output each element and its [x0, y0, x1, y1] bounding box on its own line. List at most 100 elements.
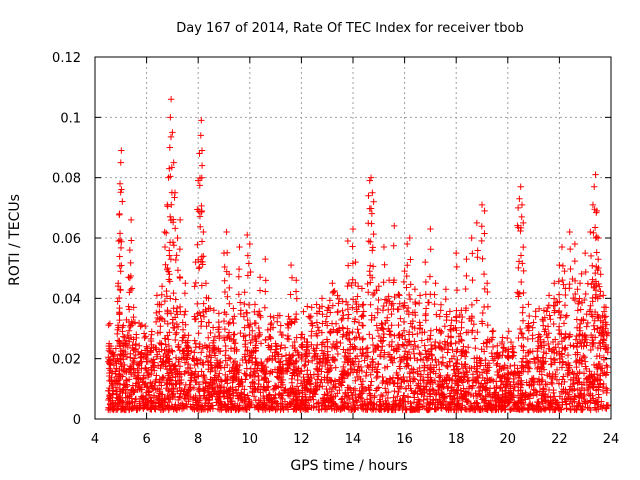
- data-point: [226, 300, 233, 308]
- noise-point: [500, 381, 507, 388]
- noise-point: [129, 360, 137, 368]
- noise-point: [375, 384, 382, 391]
- noise-point: [590, 361, 598, 369]
- noise-point: [163, 381, 171, 388]
- noise-point: [273, 383, 280, 390]
- data-point: [369, 341, 377, 349]
- noise-point: [159, 403, 166, 411]
- data-point: [519, 304, 527, 311]
- noise-point: [582, 398, 589, 405]
- y-tick-label: 0.02: [52, 353, 81, 368]
- noise-point: [546, 400, 553, 408]
- noise-point: [546, 370, 553, 378]
- data-point: [484, 321, 491, 329]
- noise-point: [229, 386, 236, 394]
- data-point: [535, 334, 542, 341]
- data-point: [360, 308, 367, 315]
- data-point: [557, 311, 565, 319]
- noise-point: [150, 393, 158, 401]
- data-point: [368, 210, 376, 217]
- noise-point: [123, 382, 131, 390]
- data-point: [591, 224, 599, 231]
- data-point: [293, 357, 300, 365]
- noise-point: [142, 322, 149, 330]
- noise-point: [348, 281, 355, 289]
- noise-point: [169, 348, 176, 355]
- data-point: [581, 354, 588, 361]
- data-point: [308, 304, 315, 311]
- data-point: [517, 183, 524, 190]
- noise-point: [220, 384, 228, 391]
- data-point: [534, 338, 542, 345]
- data-point: [550, 320, 557, 328]
- noise-point: [249, 379, 256, 386]
- noise-point: [423, 379, 431, 387]
- data-point: [589, 201, 597, 209]
- data-point: [166, 278, 174, 285]
- data-point: [359, 322, 367, 329]
- noise-point: [238, 396, 246, 404]
- noise-point: [562, 291, 569, 299]
- noise-point: [207, 329, 214, 337]
- noise-point: [120, 386, 127, 393]
- x-tick-label: 4: [91, 432, 99, 447]
- noise-point: [437, 404, 445, 412]
- noise-point: [349, 357, 356, 365]
- data-point: [576, 320, 584, 328]
- data-point: [595, 256, 602, 263]
- data-point: [116, 311, 123, 318]
- data-point: [469, 276, 476, 284]
- data-point: [572, 351, 579, 358]
- noise-point: [200, 386, 208, 394]
- noise-point: [397, 400, 404, 407]
- data-point: [182, 321, 189, 328]
- noise-point: [310, 404, 317, 412]
- data-point: [272, 355, 279, 363]
- noise-point: [595, 386, 602, 393]
- data-point: [127, 259, 134, 267]
- noise-point: [124, 403, 131, 411]
- noise-point: [534, 398, 541, 406]
- noise-point: [593, 376, 601, 383]
- noise-point: [580, 352, 587, 360]
- data-point: [223, 228, 230, 236]
- noise-point: [261, 373, 268, 381]
- noise-point: [408, 403, 415, 410]
- data-point: [556, 330, 564, 337]
- noise-point: [158, 382, 165, 389]
- noise-point: [573, 363, 580, 371]
- data-point: [244, 231, 251, 239]
- data-point: [517, 252, 525, 259]
- noise-point: [289, 385, 296, 392]
- noise-point: [400, 327, 408, 334]
- noise-point: [201, 387, 209, 395]
- noise-point: [144, 358, 152, 365]
- noise-point: [404, 356, 411, 364]
- noise-point: [563, 361, 570, 368]
- noise-point: [285, 389, 292, 396]
- data-point: [278, 341, 285, 349]
- data-point: [181, 355, 189, 362]
- data-point: [594, 234, 602, 242]
- noise-point: [467, 391, 475, 399]
- noise-point: [327, 395, 334, 402]
- noise-point: [206, 396, 213, 404]
- data-point: [411, 298, 419, 306]
- noise-point: [448, 387, 455, 394]
- data-point: [246, 240, 253, 248]
- noise-point: [132, 375, 140, 382]
- data-point: [176, 303, 184, 311]
- noise-point: [153, 309, 160, 317]
- noise-point: [419, 403, 426, 411]
- noise-point: [157, 355, 164, 362]
- noise-point: [241, 351, 249, 358]
- data-point: [352, 298, 360, 306]
- noise-point: [562, 313, 569, 321]
- data-point: [453, 263, 461, 271]
- noise-point: [439, 354, 447, 361]
- data-point: [446, 326, 454, 333]
- noise-point: [251, 373, 259, 381]
- noise-point: [345, 392, 352, 399]
- data-point: [576, 280, 584, 287]
- data-point: [197, 223, 204, 231]
